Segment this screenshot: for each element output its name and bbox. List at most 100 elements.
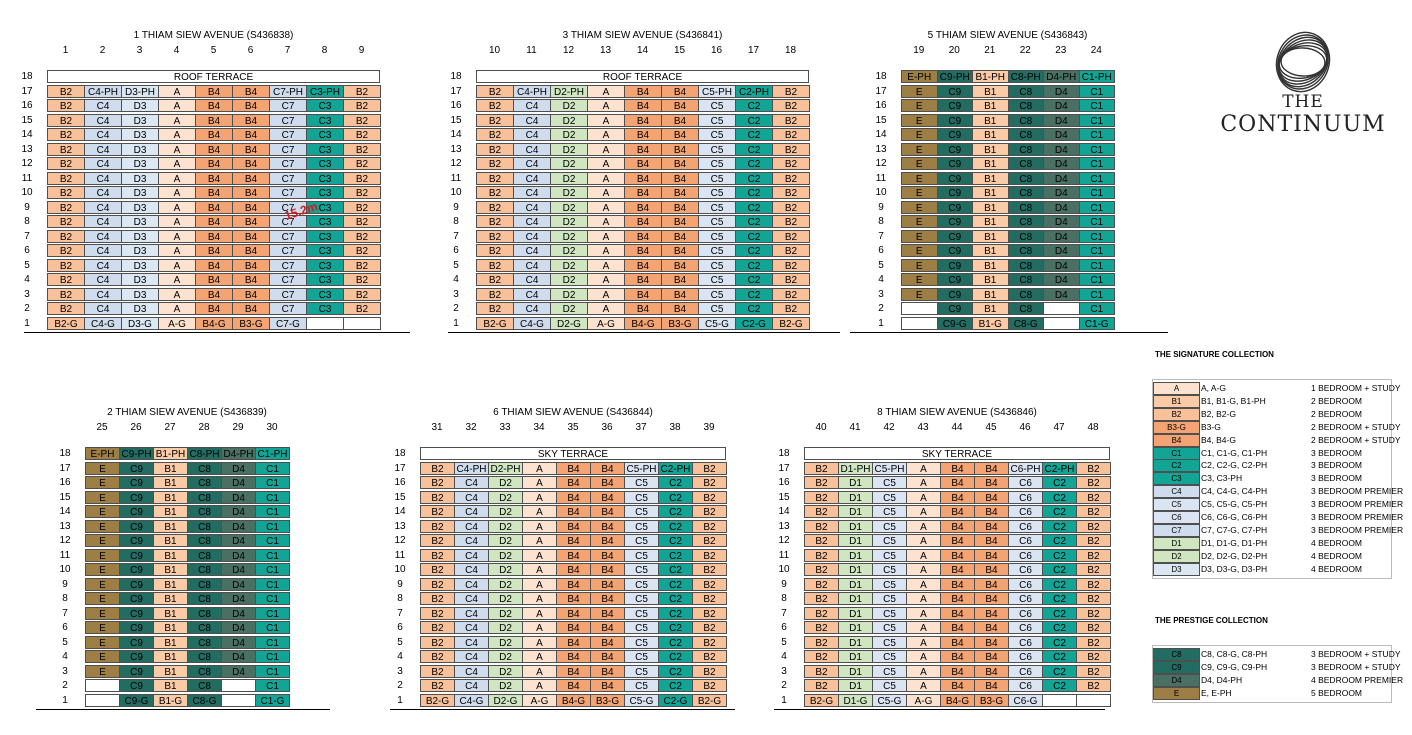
unit-cell: C4 [454, 519, 489, 533]
unit-cell: B4 [940, 476, 975, 489]
unit-cell: C1-G [255, 693, 290, 707]
unit-cell: B2 [804, 664, 839, 678]
floor-label: 5 [62, 636, 68, 648]
unit-cell: C5 [624, 519, 659, 533]
stack-number: 31 [431, 422, 443, 433]
floor-label: 18 [59, 448, 71, 459]
unit-cell: C8 [1007, 229, 1044, 243]
legend-swatch: A [1153, 382, 1200, 395]
unit-cell: B2 [420, 476, 455, 489]
unit-cell: D2 [488, 577, 523, 591]
unit-cell: C3 [306, 113, 344, 127]
unit-cell: B4 [661, 229, 699, 243]
unit-cell: B4 [624, 215, 662, 228]
unit-cell: C9-PH [119, 447, 154, 460]
stack-number: 40 [815, 422, 827, 433]
unit-cell: B2 [476, 186, 514, 199]
unit-cell: B1 [972, 215, 1009, 228]
unit-cell: C7 [269, 113, 307, 127]
unit-cell: C5-G [872, 693, 907, 707]
unit-cell: A [522, 606, 557, 620]
unit-cell: C5 [698, 287, 736, 301]
unit-cell: A [906, 476, 941, 489]
unit-cell: B1 [153, 679, 188, 692]
unit-cell: C4 [84, 142, 122, 156]
unit-cell: E [85, 476, 120, 489]
unit-cell: C9 [936, 200, 973, 214]
unit-cell: B4 [590, 519, 625, 533]
legend-swatch: C5 [1153, 498, 1200, 512]
unit-cell: C9 [119, 534, 154, 547]
unit-cell: B4 [556, 621, 591, 634]
unit-cell: B4 [195, 229, 233, 243]
unit-cell: E [901, 200, 938, 214]
unit-cell: E [901, 157, 938, 170]
unit-cell: C2 [1042, 621, 1077, 634]
legend-codes: D2, D2-G, D2-PH [1201, 550, 1268, 561]
unit-cell: D2-PH [488, 461, 523, 475]
unit-cell: C1 [1078, 244, 1115, 257]
unit-cell: B4 [590, 490, 625, 504]
legend-row: D4 D4, D4-PH 4 BEDROOM PREMIER [1153, 673, 1403, 687]
unit-cell: A-G [587, 316, 625, 330]
unit-cell: C5 [872, 476, 907, 489]
unit-cell: D1 [838, 664, 873, 678]
unit-cell: E [901, 186, 938, 199]
unit-cell: C3-PH [306, 84, 344, 98]
unit-cell: C2 [1042, 548, 1077, 562]
unit-cell: C9 [936, 157, 973, 170]
floor-label: 6 [397, 622, 403, 633]
unit-cell: D3 [121, 258, 159, 272]
unit-cell: C2 [735, 229, 773, 243]
unit-cell: D3-PH [121, 84, 159, 98]
legend-swatch: C9 [1153, 660, 1200, 674]
unit-cell: D2 [488, 664, 523, 678]
unit-cell: B2 [47, 99, 85, 112]
floor-label: 9 [453, 201, 459, 213]
unit-cell: E [901, 113, 938, 127]
unit-cell: C6 [1008, 635, 1043, 649]
unit-cell [85, 693, 120, 707]
unit-cell: B4 [556, 548, 591, 562]
unit-cell: C4 [84, 99, 122, 112]
unit-cell: D2 [488, 650, 523, 663]
unit-cell: B2 [476, 302, 514, 315]
floor-label: 4 [24, 274, 30, 285]
stack-number: 20 [948, 45, 960, 56]
unit-cell: B4 [661, 84, 699, 98]
floor-label: 9 [24, 201, 30, 213]
unit-cell: B2 [420, 534, 455, 547]
unit-cell: D1 [838, 635, 873, 649]
floor-label: 2 [62, 680, 68, 691]
unit-cell: B2 [804, 592, 839, 605]
legend-swatch: B3-G [1153, 420, 1200, 434]
unit-cell: A [906, 606, 941, 620]
unit-cell: D3-G [121, 316, 159, 330]
unit-cell: C6 [1008, 577, 1043, 591]
unit-cell: C4 [454, 606, 489, 620]
unit-cell: B4 [624, 200, 662, 214]
unit-cell: C5 [624, 664, 659, 678]
unit-cell: B2 [343, 244, 381, 257]
unit-cell: D1 [838, 505, 873, 518]
unit-cell: C6 [1008, 664, 1043, 678]
unit-cell: A [587, 171, 625, 185]
stack-number: 22 [1019, 45, 1031, 56]
unit-cell: D3 [121, 302, 159, 315]
floor-label: 17 [59, 462, 71, 474]
unit-cell: B4 [624, 229, 662, 243]
unit-cell: B2 [804, 534, 839, 547]
floor-label: 14 [21, 129, 33, 140]
unit-cell: C1 [1078, 229, 1115, 243]
floor-label: 2 [24, 303, 30, 314]
unit-cell: C1 [1078, 99, 1115, 112]
unit-cell: E [901, 99, 938, 112]
unit-cell: B4 [590, 476, 625, 489]
unit-cell: D1 [838, 621, 873, 634]
unit-cell: B4 [624, 273, 662, 286]
continuum-swirl-logo-icon [1275, 31, 1331, 93]
unit-cell: D4-PH [1043, 70, 1080, 83]
unit-cell: B1-PH [153, 447, 188, 460]
unit-cell: B2 [476, 128, 514, 141]
legend-codes: C1, C1-G, C1-PH [1201, 447, 1268, 458]
